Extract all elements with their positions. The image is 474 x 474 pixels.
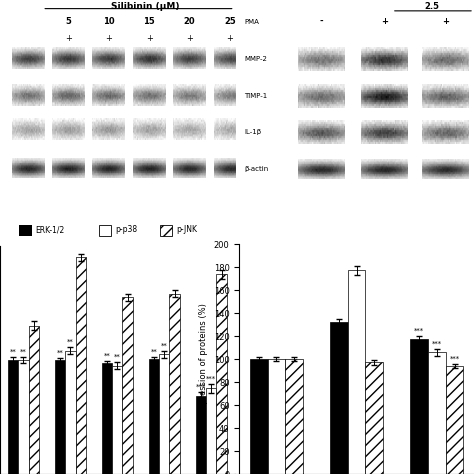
Text: 15: 15 (143, 17, 155, 26)
Bar (206, 389, 216, 474)
Text: ***: *** (414, 328, 424, 334)
Bar (122, 297, 133, 474)
Bar (102, 364, 112, 474)
Text: 2.5: 2.5 (424, 2, 439, 11)
Text: +: + (381, 17, 388, 26)
Text: -: - (319, 17, 323, 26)
Text: 10: 10 (103, 17, 115, 26)
Text: **: ** (57, 349, 64, 356)
Bar (285, 359, 303, 474)
Bar (428, 352, 446, 474)
Text: IL-1β: IL-1β (244, 129, 261, 136)
Text: **: ** (104, 353, 110, 359)
Bar (18, 360, 28, 474)
Text: **: ** (114, 354, 121, 360)
Bar (112, 365, 122, 474)
Text: ***: *** (449, 356, 460, 361)
Bar (330, 322, 348, 474)
Text: ***: *** (432, 340, 442, 346)
Bar (75, 257, 86, 474)
Bar (268, 359, 285, 474)
Text: +: + (105, 35, 112, 44)
Bar (196, 396, 206, 474)
Text: ***: *** (206, 375, 216, 382)
Text: ERK-1/2: ERK-1/2 (35, 226, 64, 235)
Text: β-actin: β-actin (244, 166, 268, 173)
Text: TIMP-1: TIMP-1 (244, 92, 267, 99)
Bar (55, 360, 65, 474)
Bar (250, 359, 268, 474)
Bar (216, 274, 227, 474)
Bar (446, 366, 463, 474)
Text: +: + (442, 17, 449, 26)
Text: +: + (146, 35, 153, 44)
Bar (149, 359, 159, 474)
Text: +: + (186, 35, 193, 44)
Text: ***: *** (196, 383, 206, 390)
Text: Silibinin (μM): Silibinin (μM) (111, 2, 180, 11)
Text: MMP-2: MMP-2 (244, 55, 267, 62)
Text: 20: 20 (184, 17, 195, 26)
Text: p-p38: p-p38 (115, 226, 137, 235)
Text: +: + (65, 35, 72, 44)
Text: 25: 25 (224, 17, 236, 26)
Bar (28, 326, 39, 474)
Text: +: + (227, 35, 233, 44)
Text: **: ** (20, 348, 27, 354)
Bar (410, 339, 428, 474)
Bar (169, 294, 180, 474)
Bar (348, 271, 365, 474)
Bar (99, 225, 111, 236)
Bar (8, 360, 18, 474)
Bar (65, 351, 75, 474)
Bar (160, 225, 173, 236)
Bar (159, 354, 169, 474)
Text: **: ** (67, 339, 74, 345)
Text: **: ** (161, 343, 168, 348)
Text: 5: 5 (65, 17, 72, 26)
Bar (19, 225, 32, 236)
Text: p-JNK: p-JNK (176, 226, 197, 235)
Text: **: ** (151, 348, 157, 354)
Y-axis label: Expression of proteins (%): Expression of proteins (%) (199, 303, 208, 414)
Text: **: ** (10, 348, 17, 354)
Text: PMA: PMA (244, 18, 259, 25)
Bar (365, 363, 383, 474)
